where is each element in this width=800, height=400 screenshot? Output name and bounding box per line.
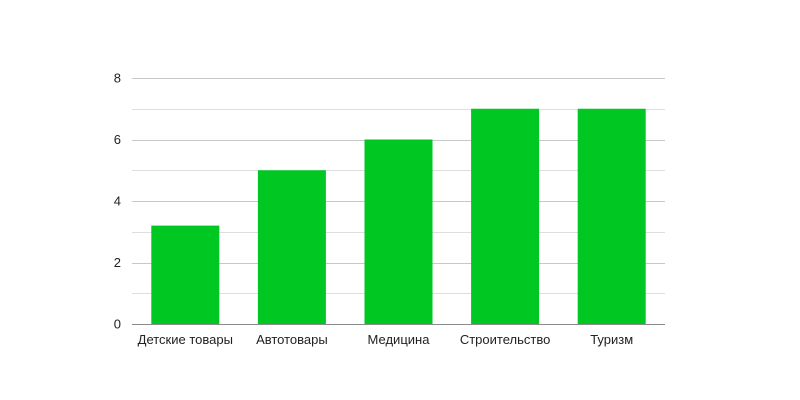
bar <box>257 170 326 324</box>
bar <box>471 108 540 324</box>
y-tick-label: 2 <box>114 255 121 270</box>
y-tick-labels: 0 2 4 6 8 <box>114 71 121 332</box>
bar <box>577 108 646 324</box>
x-category-label: Автотовары <box>256 332 328 347</box>
x-category-label: Строительство <box>460 332 550 347</box>
y-tick-label: 4 <box>114 194 121 209</box>
x-category-label: Туризм <box>590 332 633 347</box>
bar <box>151 225 220 324</box>
y-tick-label: 6 <box>114 132 121 147</box>
x-category-label: Детские товары <box>138 332 233 347</box>
y-tick-label: 0 <box>114 317 121 332</box>
x-category-labels: Детские товары Автотовары Медицина Строител… <box>138 332 634 347</box>
bar <box>364 139 433 324</box>
bars <box>151 108 646 324</box>
x-category-label: Медицина <box>368 332 431 347</box>
y-tick-label: 8 <box>114 71 121 86</box>
